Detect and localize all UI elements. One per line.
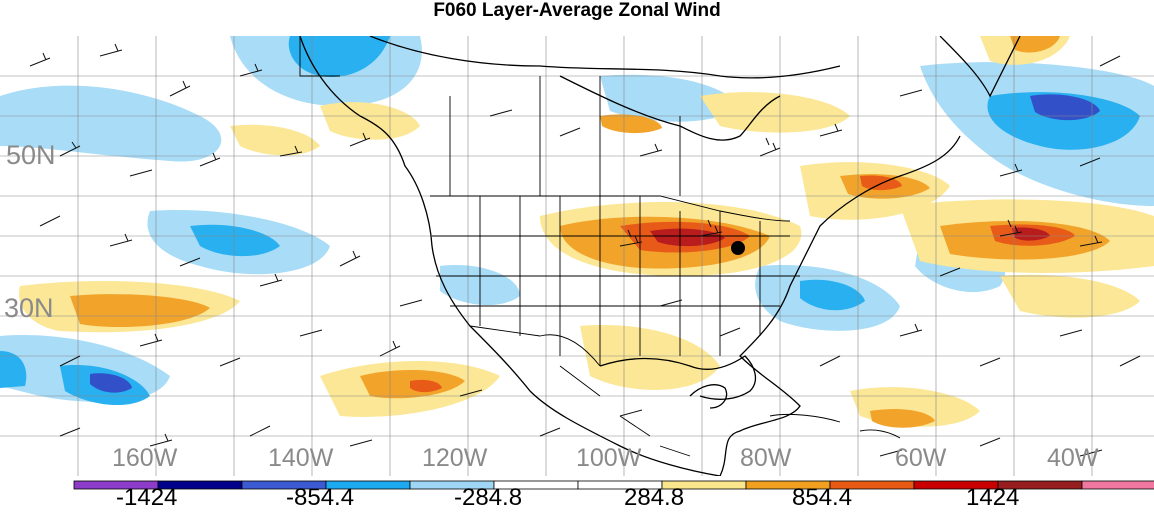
wind-shading (0, 36, 1154, 428)
wind-barbs (29, 43, 1141, 457)
shade-positive-orange (70, 294, 210, 328)
shade-positive-darkred (650, 228, 725, 247)
north-america-west-coast (299, 36, 721, 476)
colorbar-tick-label: -854.4 (286, 484, 355, 511)
us-mexico-border (469, 325, 601, 367)
gulf-coast (599, 355, 757, 400)
hudson-bay (559, 75, 781, 141)
map-title: F060 Layer-Average Zonal Wind (433, 0, 721, 21)
shade-positive-orange (1010, 36, 1060, 53)
alaska-border (299, 36, 340, 77)
coastlines (299, 36, 1021, 476)
colorbar-tick-label: 854.4 (792, 484, 853, 511)
zonal-wind-map (0, 36, 1154, 476)
shade-negative-light (0, 85, 222, 162)
caribbean-islands (769, 413, 901, 439)
colorbar-tick-label: 1424 (966, 484, 1020, 511)
shade-negative-mid (987, 92, 1140, 150)
shade-positive-orange (600, 114, 662, 134)
shade-positive-light (700, 92, 850, 133)
lon-label-80w: 80W (740, 444, 792, 472)
borders (299, 36, 901, 457)
lon-label-100w: 100W (576, 444, 642, 472)
shade-positive-darkred (1012, 227, 1050, 241)
shade-negative-light (600, 74, 740, 122)
lon-label-40w: 40W (1047, 444, 1099, 472)
shade-positive-light (580, 325, 720, 390)
colorbar (73, 480, 1154, 490)
colorbar-swatch (1081, 480, 1154, 490)
shade-positive-red (410, 379, 442, 393)
lon-label-120w: 120W (422, 444, 488, 472)
shade-negative-mid (0, 351, 27, 388)
lat-label-30n: 30N (4, 293, 54, 323)
central-america-borders (559, 365, 691, 457)
shade-positive-orange (870, 409, 935, 428)
lon-label-140w: 140W (268, 444, 334, 472)
station-marker (731, 241, 745, 255)
colorbar-tick-label: -284.8 (454, 484, 523, 511)
colorbar-swatches (73, 480, 1154, 490)
shade-negative-dark (1030, 94, 1100, 121)
lon-label-60w: 60W (895, 444, 947, 472)
province-lines (449, 76, 681, 196)
shade-negative-mid (800, 279, 865, 311)
greenland (939, 36, 1021, 98)
lat-label-50n: 50N (6, 140, 56, 170)
colorbar-tick-label: 284.8 (624, 484, 685, 511)
shade-negative-mid (190, 224, 280, 257)
state-lines (432, 196, 800, 366)
arctic-coast (369, 36, 841, 79)
lon-label-160w: 160W (112, 444, 178, 472)
yucatan (689, 384, 728, 409)
graticule (0, 36, 1154, 476)
north-america-east-coast (719, 135, 961, 476)
shade-negative-dark (90, 373, 132, 393)
shade-positive-light (230, 124, 320, 156)
colorbar-tick-label: -1424 (116, 484, 178, 511)
shade-positive-light (1000, 274, 1140, 318)
